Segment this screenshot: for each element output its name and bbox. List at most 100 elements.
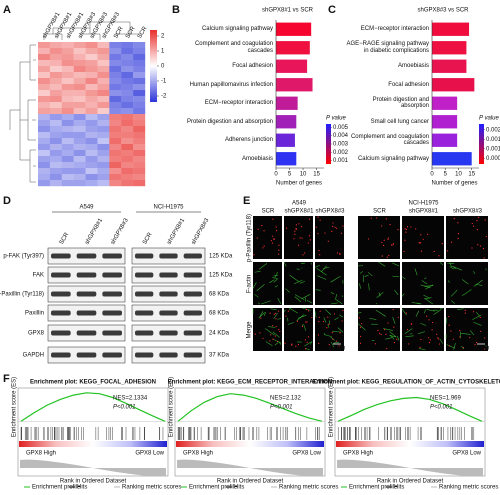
paxillin-spot	[384, 329, 386, 331]
legend-label: Enrichment profile	[32, 485, 81, 491]
actin-fiber	[369, 317, 377, 320]
heatmap-cell	[121, 72, 134, 79]
paxillin-spot	[476, 220, 478, 222]
legend-label: Ranking metric scores	[122, 485, 181, 491]
paxillin-spot	[261, 225, 263, 227]
micrograph	[446, 308, 488, 351]
heatmap-cell	[73, 150, 86, 157]
heatmap-cell	[133, 42, 146, 49]
paxillin-spot	[263, 230, 265, 232]
heatmap-cell	[109, 60, 122, 67]
paxillin-spot	[273, 238, 275, 240]
paxillin-spot	[381, 255, 383, 257]
blot-band	[159, 272, 178, 278]
paxillin-spot	[476, 341, 478, 344]
paxillin-spot	[301, 237, 303, 239]
paxillin-spot	[293, 238, 295, 240]
legend-label: 0.005	[333, 125, 349, 131]
heatmap-cell	[38, 66, 51, 73]
plot-frame	[174, 387, 326, 477]
heatmap-cell	[73, 72, 86, 79]
size-label: 125 KDa	[209, 254, 233, 260]
actin-fiber	[339, 314, 344, 318]
paxillin-spot	[386, 348, 388, 350]
paxillin-spot	[318, 321, 320, 323]
bar	[432, 41, 467, 55]
paxillin-spot	[254, 333, 256, 335]
paxillin-spot	[311, 316, 313, 319]
paxillin-spot	[269, 312, 271, 314]
blot-band	[76, 310, 97, 316]
actin-fiber	[330, 341, 334, 348]
micrograph	[284, 216, 313, 259]
paxillin-spot	[387, 238, 389, 241]
blot-band	[51, 310, 71, 316]
heatmap-cell	[61, 90, 74, 97]
lane-label: shGPX8#3	[110, 217, 130, 246]
heatmap-cell	[121, 144, 134, 151]
actin-fiber	[258, 302, 260, 305]
x-tick-label: 5	[288, 172, 292, 178]
legend-label: Hits	[77, 485, 87, 491]
heatmap-cell	[85, 174, 98, 181]
heatmap-cell	[38, 102, 51, 109]
blot-band	[183, 253, 202, 259]
paxillin-spot	[304, 252, 306, 254]
heatmap-cell	[49, 138, 62, 145]
x-axis-title: Rank in Ordered Dataset	[217, 479, 284, 485]
chart-title: shGPX8#3 vs SCR	[417, 8, 469, 14]
paxillin-spot	[298, 223, 300, 225]
actin-fiber	[451, 300, 455, 304]
heatmap-cell	[97, 48, 110, 55]
paxillin-spot	[464, 312, 466, 314]
heatmap-cell	[61, 72, 74, 79]
legend-gradient	[479, 124, 484, 164]
heatmap-cell	[49, 84, 62, 91]
heatmap-cell	[38, 156, 51, 163]
x-axis-title: Number of genes	[276, 181, 322, 187]
lane-label: SCR	[59, 231, 71, 246]
heatmap-cell	[97, 42, 110, 49]
paxillin-spot	[318, 342, 320, 345]
protein-label: p-FAK (Tyr397)	[3, 254, 44, 260]
actin-fiber	[261, 300, 271, 305]
paxillin-spot	[304, 339, 306, 341]
actin-fiber	[457, 308, 464, 311]
actin-fiber	[439, 338, 443, 344]
paxillin-spot	[418, 242, 420, 244]
paxillin-spot	[392, 244, 394, 246]
actin-fiber	[288, 309, 290, 311]
paxillin-spot	[393, 341, 396, 344]
paxillin-spot	[381, 241, 383, 244]
heatmap-cell	[109, 150, 122, 157]
actin-fiber	[269, 279, 275, 284]
paxillin-spot	[295, 345, 297, 347]
heatmap-cell	[121, 168, 134, 175]
legend-label: Hits	[234, 485, 244, 491]
paxillin-spot	[319, 219, 321, 221]
actin-fiber	[259, 311, 264, 317]
nes-label: NES=2.132	[270, 396, 302, 402]
heatmap-cell	[133, 66, 146, 73]
paxillin-spot	[342, 225, 344, 227]
paxillin-spot	[464, 309, 466, 312]
blot-band	[76, 272, 97, 278]
blot-band	[135, 272, 154, 278]
size-label: 68 KDa	[209, 292, 230, 298]
paxillin-spot	[278, 249, 280, 251]
micrograph	[253, 262, 282, 305]
paxillin-spot	[459, 336, 461, 338]
paxillin-spot	[327, 240, 329, 242]
paxillin-spot	[274, 335, 276, 337]
heatmap-cell	[121, 174, 134, 181]
paxillin-spot	[457, 237, 459, 240]
legend-gradient	[326, 124, 331, 164]
paxillin-spot	[433, 250, 435, 253]
lane-label: shGPX8#1	[409, 209, 439, 215]
actin-fiber	[333, 341, 340, 344]
heatmap-cell	[49, 48, 62, 55]
paxillin-spot	[484, 348, 486, 350]
paxillin-spot	[309, 239, 311, 241]
actin-fiber	[341, 295, 344, 297]
actin-fiber	[278, 341, 282, 345]
